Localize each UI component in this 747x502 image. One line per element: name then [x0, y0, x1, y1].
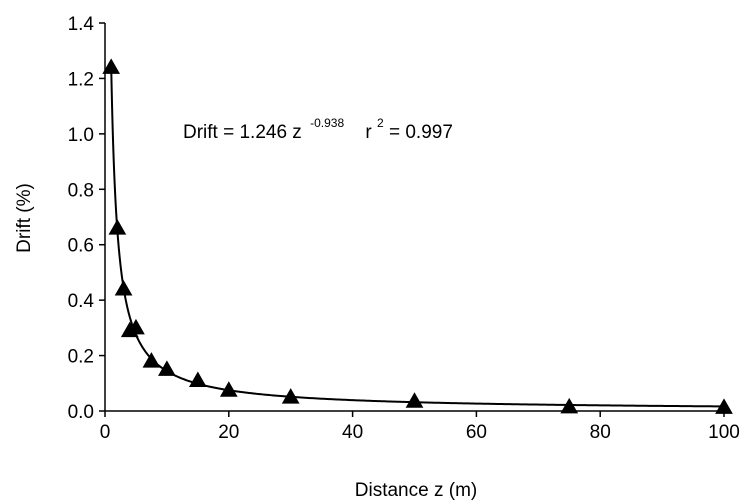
r-squared-exponent: 2 — [377, 116, 384, 130]
data-point-triangle — [281, 388, 300, 404]
y-tick-label: 0.8 — [68, 180, 94, 201]
equation-prefix: Drift = 1.246 z — [183, 122, 302, 143]
y-tick-label: 1.2 — [68, 69, 94, 90]
data-point-triangle — [158, 360, 176, 376]
data-point-triangle — [405, 392, 424, 408]
y-tick-label: 0.6 — [68, 236, 94, 257]
data-point-triangle — [108, 219, 127, 235]
fit-equation-annotation: Drift = 1.246 z -0.938 r 2 = 0.997 — [183, 111, 453, 143]
y-tick-label: 0.4 — [68, 291, 95, 312]
y-tick-label: 0.0 — [68, 402, 94, 423]
x-tick-label: 60 — [466, 422, 487, 443]
r-squared-label: r — [365, 122, 372, 143]
y-tick-label: 1.0 — [68, 125, 94, 146]
data-point-triangle — [102, 58, 121, 74]
r-squared-value: = 0.997 — [389, 122, 453, 143]
x-tick-label: 0 — [100, 422, 111, 443]
y-tick-label: 1.4 — [68, 14, 95, 35]
y-tick-label: 0.2 — [68, 347, 94, 368]
tick-labels: 0 20 40 60 80 100 0.0 0.2 0.4 0.6 0.8 1.0 1.2 1.4 — [68, 14, 740, 443]
x-tick-label: 80 — [590, 422, 611, 443]
x-axis-title: Distance z (m) — [355, 480, 477, 501]
data-point-triangle — [188, 371, 207, 388]
data-markers — [102, 58, 733, 414]
equation-exponent: -0.938 — [310, 116, 344, 130]
data-point-triangle — [560, 397, 579, 414]
data-point-triangle — [715, 398, 733, 414]
axes — [104, 23, 724, 412]
y-axis-title: Drift (%) — [14, 183, 35, 253]
data-point-triangle — [142, 352, 161, 368]
data-point-triangle — [219, 381, 238, 397]
ticks — [99, 22, 725, 417]
fit-curve-line — [110, 65, 725, 408]
x-tick-label: 20 — [218, 422, 239, 443]
data-point-triangle — [114, 280, 133, 296]
x-tick-label: 100 — [708, 422, 740, 443]
x-tick-label: 40 — [342, 422, 363, 443]
data-point-triangle — [127, 318, 145, 335]
